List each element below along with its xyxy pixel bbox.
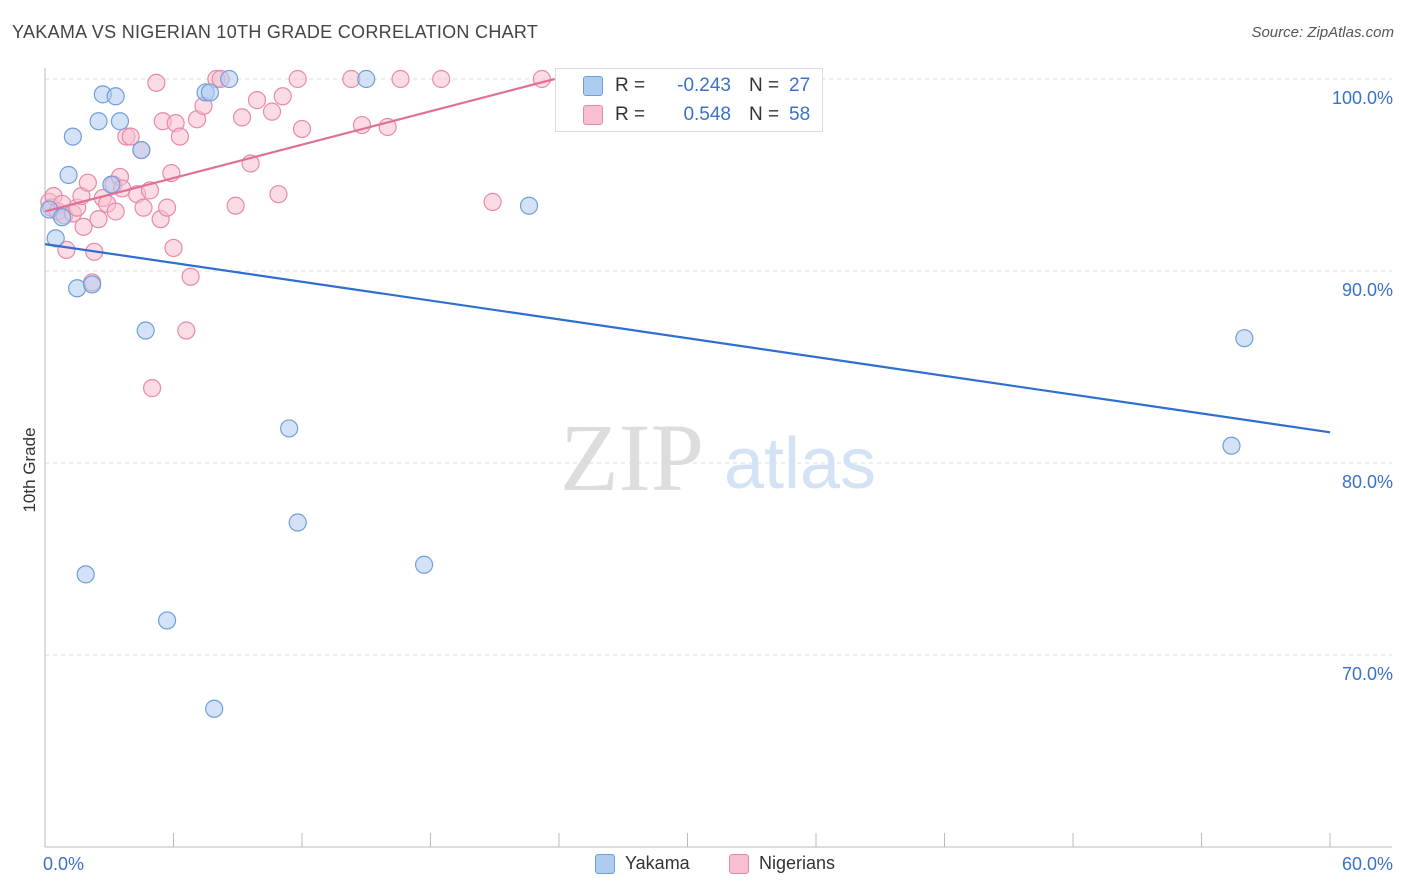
nigerians-point [177, 321, 196, 340]
nigerians-point [89, 210, 108, 229]
nigerians-point [292, 119, 312, 139]
nigerians-point [247, 91, 267, 110]
nigerians-r-value: 0.548 [683, 104, 731, 125]
yakama-r-label: R = [615, 75, 646, 96]
nigerians-point [226, 196, 245, 215]
trend-layer [44, 77, 1331, 434]
yakama-point [414, 555, 434, 574]
yakama-point [136, 321, 155, 340]
yakama-point [68, 279, 87, 298]
stats-row-nigerians: R = 0.548 N = 58 [556, 100, 810, 130]
nigerians-point [121, 127, 140, 146]
yakama-point [1235, 329, 1254, 348]
yakama-point [110, 112, 130, 131]
nigerians-n-label: N = [749, 104, 780, 125]
watermark-atlas: atlas [724, 424, 876, 504]
legend-item-nigerians[interactable]: Nigerians [729, 853, 835, 874]
tick-labels: 100.0% 90.0% 80.0% 70.0% 0.0% 60.0% [43, 88, 1393, 874]
watermark-zip: ZIP [560, 404, 704, 511]
nigerians-point [269, 185, 288, 204]
nigerians-stat-swatch [583, 105, 603, 125]
yakama-point [200, 83, 220, 102]
nigerians-point [262, 102, 282, 121]
yakama-point [76, 565, 95, 584]
nigerians-r-label: R = [615, 104, 646, 125]
yakama-n-value: 27 [789, 75, 811, 96]
source-label: Source: ZipAtlas.com [1251, 24, 1394, 41]
chart-title: YAKAMA VS NIGERIAN 10TH GRADE CORRELATIO… [12, 22, 539, 42]
nigerians-point [74, 217, 93, 236]
yakama-n-label: N = [749, 75, 780, 96]
nigerians-trend-line [44, 77, 555, 213]
yakama-point [59, 165, 78, 185]
yakama-points [40, 69, 1254, 718]
yakama-point [205, 699, 224, 718]
y-tick-label: 80.0% [1342, 472, 1393, 492]
yakama-point [220, 69, 239, 89]
legend-label-nigerians: Nigerians [759, 853, 836, 873]
yakama-point [288, 513, 307, 532]
legend-swatch-nigerians [729, 853, 749, 874]
stats-box: R = -0.243 N = 27 R = 0.548 N = 58 [555, 68, 823, 132]
nigerians-point [157, 198, 177, 217]
yakama-point [519, 196, 539, 215]
x-tick-label: 0.0% [43, 854, 84, 874]
nigerians-point [273, 87, 292, 106]
nigerians-point [170, 127, 190, 146]
nigerians-n-value: 58 [789, 104, 811, 125]
yakama-point [63, 127, 82, 146]
x-tick-label: 60.0% [1342, 854, 1393, 874]
nigerians-point [78, 173, 97, 192]
yakama-trend-line [44, 243, 1331, 434]
nigerians-point [483, 192, 502, 211]
nigerians-point [288, 69, 307, 89]
yakama-point [357, 69, 376, 89]
stats-row-yakama: R = -0.243 N = 27 [556, 71, 810, 101]
watermark: ZIP atlas [560, 404, 876, 511]
nigerians-point [164, 238, 183, 258]
nigerians-point [147, 73, 166, 92]
yakama-point [132, 140, 151, 160]
yakama-point [157, 611, 177, 630]
yakama-point [106, 87, 125, 106]
yakama-point [46, 229, 65, 248]
legend-swatch-yakama [595, 853, 615, 874]
nigerians-point [432, 69, 451, 89]
nigerians-point [181, 267, 200, 286]
axis-layer [44, 68, 1392, 848]
nigerians-point [142, 379, 162, 398]
nigerians-point [134, 198, 153, 217]
yakama-point [83, 275, 102, 294]
nigerians-point [106, 202, 125, 221]
nigerians-point [391, 69, 410, 89]
yakama-point [102, 175, 121, 194]
yakama-r-value: -0.243 [677, 75, 731, 96]
yakama-point [89, 112, 108, 131]
yakama-point [53, 208, 72, 227]
yakama-point [1222, 436, 1241, 455]
legend-item-yakama[interactable]: Yakama [595, 853, 690, 874]
yakama-point [280, 419, 299, 438]
yakama-stat-swatch [583, 76, 603, 96]
nigerians-point [232, 108, 252, 127]
legend-label-yakama: Yakama [625, 853, 690, 873]
y-tick-label: 70.0% [1342, 664, 1393, 684]
y-tick-label: 100.0% [1332, 88, 1393, 108]
y-tick-label: 90.0% [1342, 280, 1393, 300]
